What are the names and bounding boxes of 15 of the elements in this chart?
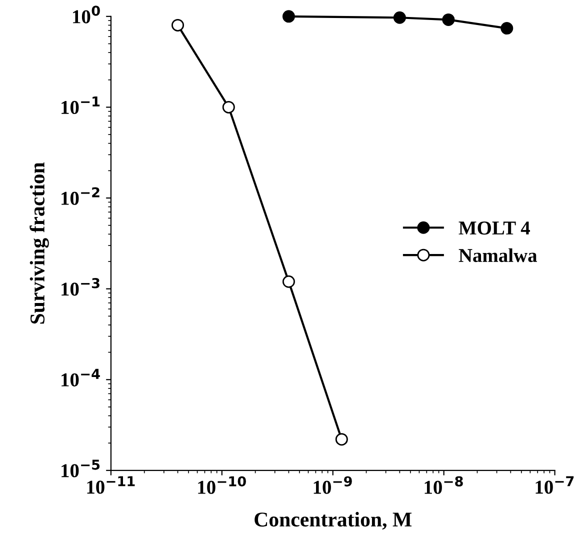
legend-label: Namalwa <box>458 248 538 262</box>
y-tick-label: 10$^{0}$ <box>73 6 100 24</box>
x-tick-label: 10$^{−7}$ <box>536 476 574 494</box>
y-axis-title: Surviving fraction <box>30 162 49 324</box>
legend-label: MOLT 4 <box>458 222 530 235</box>
x-tick-label: 10$^{−10}$ <box>198 476 246 494</box>
y-tick-label: 10$^{−5}$ <box>62 460 100 478</box>
x-tick-label: 10$^{−8}$ <box>424 476 463 494</box>
y-tick-label: 10$^{−1}$ <box>62 96 100 114</box>
y-tick-label: 10$^{−3}$ <box>62 278 100 296</box>
y-tick-label: 10$^{−2}$ <box>62 187 100 205</box>
x-axis-title: Concentration, M <box>254 512 412 530</box>
x-tick-label: 10$^{−9}$ <box>314 476 352 494</box>
x-tick-label: 10$^{−11}$ <box>87 476 135 494</box>
y-tick-label: 10$^{−4}$ <box>62 368 100 386</box>
